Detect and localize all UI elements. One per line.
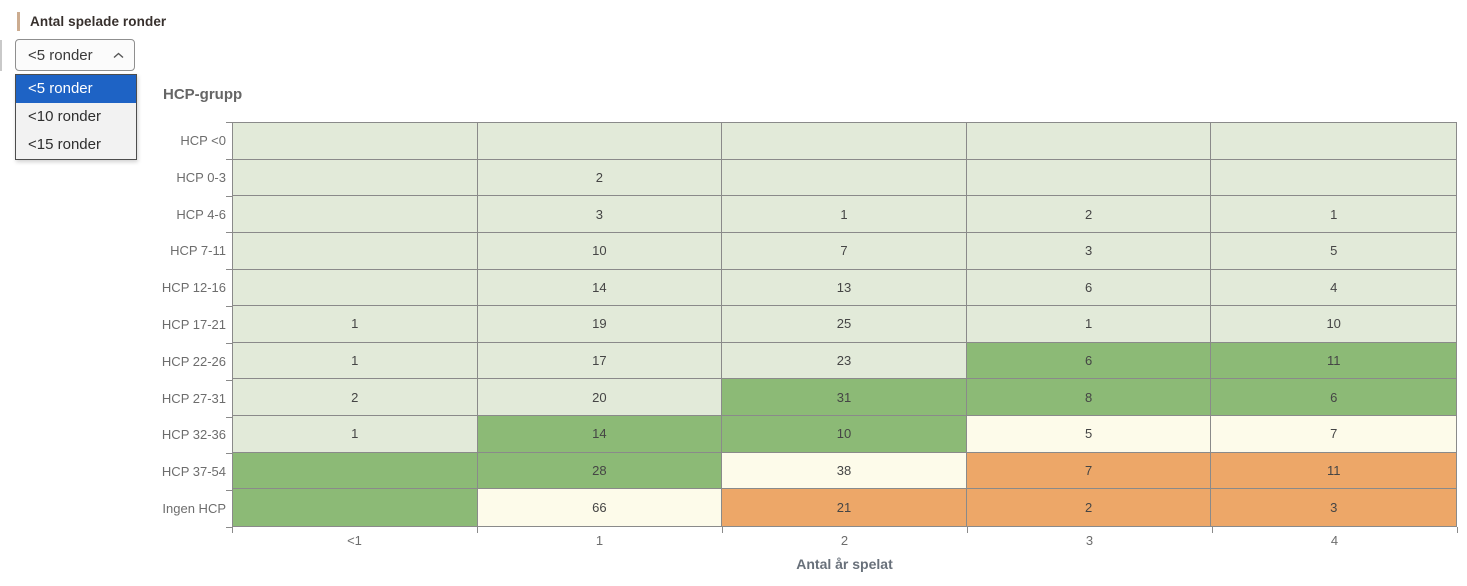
y-axis-label: HCP 12-16 (161, 280, 226, 296)
heatmap-cell[interactable]: 7 (722, 232, 967, 270)
heatmap-cell[interactable]: 6 (1211, 379, 1456, 417)
filter-accent-bar (17, 12, 20, 31)
dropdown-option[interactable]: <10 ronder (28, 108, 101, 125)
x-axis-label: 3 (1085, 533, 1094, 548)
chart-title: HCP-grupp (163, 86, 243, 103)
heatmap-cell[interactable]: 7 (1211, 416, 1456, 453)
chevron-up-icon (113, 52, 124, 59)
heatmap-grid: 2 3 1 2 1 10 7 3 5 14 13 6 4 1 19 25 1 10 1 17 23 6 11 2 20 31 8 6 1… (232, 122, 1457, 527)
dropdown-list: <5 ronder <10 ronder <15 ronder (15, 74, 137, 160)
y-axis-labels: HCP <0 HCP 0-3 HCP 4-6 HCP 7-11 HCP 12-16 HCP… (130, 122, 226, 527)
x-axis-title: Antal år spelat (796, 556, 893, 572)
heatmap-cell[interactable]: 31 (722, 379, 967, 417)
heatmap-cell[interactable] (233, 159, 478, 197)
heatmap-cell[interactable]: 5 (1211, 232, 1456, 270)
heatmap-cell[interactable]: 14 (477, 269, 723, 307)
heatmap-cell[interactable] (233, 489, 478, 526)
x-axis-label: 1 (595, 533, 604, 548)
y-axis-label: HCP 17-21 (161, 316, 226, 332)
y-axis-label: HCP <0 (180, 132, 226, 148)
heatmap-cell[interactable]: 2 (233, 379, 478, 417)
heatmap-cell[interactable] (966, 159, 1212, 197)
heatmap-cell[interactable]: 66 (477, 489, 723, 526)
heatmap-cell[interactable] (233, 196, 478, 233)
heatmap-cell[interactable]: 3 (477, 196, 723, 233)
x-axis-tick (1457, 527, 1458, 533)
heatmap-cell[interactable]: 6 (966, 269, 1212, 307)
heatmap-cell[interactable] (722, 123, 967, 160)
heatmap-cell[interactable] (233, 452, 478, 490)
heatmap-cell[interactable]: 3 (966, 232, 1212, 270)
heatmap-cell[interactable]: 23 (722, 342, 967, 380)
heatmap-cell[interactable]: 1 (233, 416, 478, 453)
heatmap-cell[interactable]: 6 (966, 342, 1212, 380)
heatmap-cell[interactable] (233, 123, 478, 160)
x-axis-label: 2 (840, 533, 849, 548)
y-axis-label: HCP 37-54 (161, 464, 226, 480)
y-axis-label: HCP 22-26 (161, 353, 226, 369)
heatmap-cell[interactable]: 1 (233, 306, 478, 343)
heatmap-cell[interactable] (477, 123, 723, 160)
x-axis-label: 4 (1330, 533, 1339, 548)
rounds-filter-dropdown[interactable]: <5 ronder (15, 39, 135, 71)
heatmap-cell[interactable]: 1 (1211, 196, 1456, 233)
heatmap-cell[interactable]: 10 (477, 232, 723, 270)
y-axis-tick (226, 527, 232, 528)
heatmap-cell[interactable]: 19 (477, 306, 723, 343)
y-axis-label: HCP 27-31 (161, 390, 226, 406)
heatmap-cell[interactable]: 2 (477, 159, 723, 197)
heatmap-cell[interactable] (233, 232, 478, 270)
heatmap-cell[interactable]: 25 (722, 306, 967, 343)
y-axis-label: HCP 7-11 (170, 243, 226, 259)
heatmap-cell[interactable]: 20 (477, 379, 723, 417)
dropdown-selected-value: <5 ronder (28, 46, 93, 64)
heatmap-cell[interactable] (1211, 123, 1456, 160)
dropdown-option-selected[interactable]: <5 ronder (16, 75, 136, 103)
heatmap-cell[interactable]: 10 (1211, 306, 1456, 343)
heatmap-cell[interactable] (966, 123, 1212, 160)
heatmap-cell[interactable]: 4 (1211, 269, 1456, 307)
heatmap-cell[interactable]: 14 (477, 416, 723, 453)
y-axis-label: Ingen HCP (162, 501, 226, 517)
heatmap-cell[interactable] (722, 159, 967, 197)
x-axis-labels: <1 1 2 3 4 (232, 533, 1457, 548)
heatmap-cell[interactable] (233, 269, 478, 307)
heatmap-cell[interactable]: 21 (722, 489, 967, 526)
filter-header: Antal spelade ronder (17, 12, 166, 31)
heatmap-cell[interactable]: 11 (1211, 342, 1456, 380)
heatmap-cell[interactable]: 11 (1211, 452, 1456, 490)
heatmap-cell[interactable]: 2 (966, 489, 1212, 526)
heatmap-cell[interactable]: 13 (722, 269, 967, 307)
heatmap-cell[interactable]: 7 (966, 452, 1212, 490)
heatmap-cell[interactable]: 28 (477, 452, 723, 490)
heatmap-cell[interactable]: 1 (233, 342, 478, 380)
heatmap-cell[interactable]: 1 (722, 196, 967, 233)
heatmap-cell[interactable] (1211, 159, 1456, 197)
dropdown-option[interactable]: <15 ronder (28, 136, 101, 153)
viewport-edge-artifact (0, 40, 2, 71)
filter-label: Antal spelade ronder (30, 14, 167, 29)
heatmap-cell[interactable]: 10 (722, 416, 967, 453)
heatmap-cell[interactable]: 1 (966, 306, 1212, 343)
heatmap-cell[interactable]: 5 (966, 416, 1212, 453)
y-axis-label: HCP 0-3 (176, 169, 226, 185)
y-axis-label: HCP 4-6 (176, 206, 226, 222)
x-axis-label: <1 (347, 533, 362, 548)
heatmap-cell[interactable]: 3 (1211, 489, 1456, 526)
y-axis-label: HCP 32-36 (161, 427, 226, 443)
heatmap-cell[interactable]: 17 (477, 342, 723, 380)
heatmap-cell[interactable]: 8 (966, 379, 1212, 417)
heatmap-cell[interactable]: 2 (966, 196, 1212, 233)
heatmap-cell[interactable]: 38 (722, 452, 967, 490)
